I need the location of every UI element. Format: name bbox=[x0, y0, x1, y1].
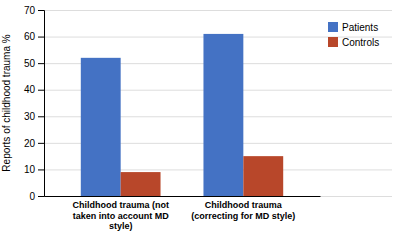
x-tick-label-line: Childhood trauma bbox=[205, 200, 283, 210]
bar bbox=[121, 172, 161, 196]
x-tick-label-line: (correcting for MD style) bbox=[191, 211, 295, 221]
legend-swatch bbox=[328, 37, 338, 47]
y-tick: 40 bbox=[24, 84, 44, 95]
x-tick-label-line: style) bbox=[109, 221, 133, 231]
y-tick: 70 bbox=[24, 5, 44, 16]
y-tick: 20 bbox=[24, 138, 44, 149]
legend-item: Patients bbox=[328, 22, 378, 33]
y-tick: 50 bbox=[24, 58, 44, 69]
x-tick-label-line: taken into account MD bbox=[73, 211, 170, 221]
y-tick-label: 30 bbox=[24, 111, 36, 122]
legend: Patients Controls bbox=[328, 22, 379, 48]
y-tick-label: 20 bbox=[24, 138, 36, 149]
bars bbox=[81, 34, 283, 196]
bar bbox=[81, 58, 121, 196]
x-tick-label: Childhood trauma(correcting for MD style… bbox=[191, 200, 295, 220]
grid-line bbox=[44, 196, 392, 197]
y-tick-mark bbox=[38, 37, 44, 38]
y-axis-title: Reports of childhood trauma % bbox=[1, 34, 12, 171]
y-tick-label: 10 bbox=[24, 164, 36, 175]
y-axis-line bbox=[38, 11, 45, 197]
y-tick-mark bbox=[38, 90, 44, 91]
legend-label: Controls bbox=[342, 37, 379, 48]
chart: 0 10 20 30 40 50 60 70 Childhood trauma (nottake… bbox=[0, 0, 400, 238]
grid-tick bbox=[44, 196, 392, 197]
x-tick: Childhood trauma(correcting for MD style… bbox=[191, 200, 295, 220]
y-tick-mark bbox=[38, 143, 44, 144]
y-tick-mark bbox=[38, 169, 44, 170]
x-tick: Childhood trauma (nottaken into account … bbox=[72, 200, 169, 231]
chart-container: 0 10 20 30 40 50 60 70 Childhood trauma (nottake… bbox=[0, 0, 400, 238]
y-tick: 60 bbox=[24, 31, 44, 42]
y-tick: 10 bbox=[24, 164, 44, 175]
bar bbox=[243, 156, 283, 196]
legend-swatch bbox=[328, 22, 338, 32]
x-tick-label: Childhood trauma (nottaken into account … bbox=[72, 200, 169, 231]
x-axis: Childhood trauma (nottaken into account … bbox=[45, 197, 321, 232]
grid-line bbox=[44, 10, 392, 11]
legend-label: Patients bbox=[342, 22, 378, 33]
y-tick: 30 bbox=[24, 111, 44, 122]
legend-item: Controls bbox=[328, 37, 379, 48]
y-tick-mark bbox=[38, 196, 44, 197]
y-tick-mark bbox=[38, 63, 44, 64]
y-tick-mark bbox=[38, 10, 44, 11]
y-tick-label: 60 bbox=[24, 31, 36, 42]
grid bbox=[44, 11, 392, 197]
plot: 0 10 20 30 40 50 60 70 Childhood trauma (nottake… bbox=[1, 5, 392, 231]
y-tick-label: 70 bbox=[24, 5, 36, 16]
x-tick-label-line: Childhood trauma (not bbox=[72, 200, 168, 210]
y-tick: 0 bbox=[29, 191, 44, 202]
bar-series bbox=[121, 156, 284, 196]
y-tick-label: 0 bbox=[29, 191, 35, 202]
bar-series bbox=[81, 34, 244, 196]
x-axis-line bbox=[45, 196, 321, 197]
y-tick-mark bbox=[38, 116, 44, 117]
y-axis: 0 10 20 30 40 50 60 70 bbox=[24, 5, 45, 202]
y-tick-label: 50 bbox=[24, 58, 36, 69]
grid-tick bbox=[44, 10, 392, 11]
bar bbox=[203, 34, 243, 196]
y-tick-label: 40 bbox=[24, 84, 36, 95]
